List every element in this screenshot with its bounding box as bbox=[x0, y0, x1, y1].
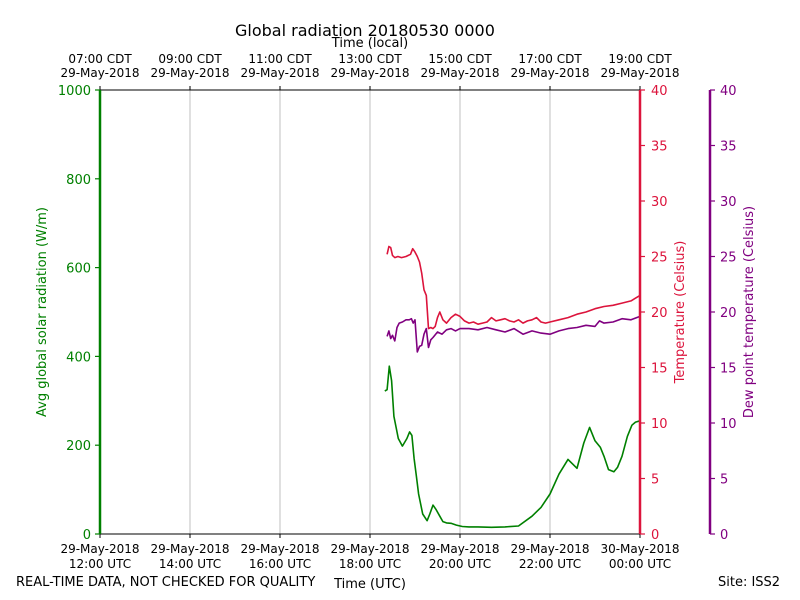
temperature-tick-label: 0 bbox=[651, 528, 659, 543]
dewpoint-tick-label: 25 bbox=[720, 251, 737, 266]
top-tick-label-local: 09:00 CDT bbox=[158, 52, 222, 66]
top-tick-label-local: 17:00 CDT bbox=[518, 52, 582, 66]
temperature-tick-label: 30 bbox=[651, 195, 668, 210]
temperature-tick-label: 25 bbox=[651, 251, 668, 266]
series-line-temperature bbox=[386, 245, 641, 330]
dewpoint-tick-label: 20 bbox=[720, 306, 737, 321]
dewpoint-tick-label: 40 bbox=[720, 84, 737, 99]
x-tick-label-utc: 14:00 UTC bbox=[159, 557, 221, 571]
x-tick-label-date: 29-May-2018 bbox=[240, 542, 319, 556]
top-tick-label-local: 15:00 CDT bbox=[428, 52, 492, 66]
radiation-tick-label: 400 bbox=[66, 350, 91, 365]
radiation-axis-label: Avg global solar radiation (W/m) bbox=[35, 207, 50, 417]
x-tick-label-utc: 00:00 UTC bbox=[609, 557, 671, 571]
grid-layer bbox=[189, 90, 551, 534]
x-tick-label-utc: 20:00 UTC bbox=[429, 557, 491, 571]
radiation-tick-label: 200 bbox=[66, 439, 91, 454]
x-axis-label: Time (UTC) bbox=[333, 577, 406, 592]
radiation-tick-label: 1000 bbox=[58, 84, 91, 99]
x-tick-label-utc: 18:00 UTC bbox=[339, 557, 401, 571]
radiation-tick-label: 600 bbox=[66, 262, 91, 277]
radiation-tick-label: 0 bbox=[83, 528, 91, 543]
x-tick-label-date: 29-May-2018 bbox=[330, 542, 409, 556]
quality-disclaimer: REAL-TIME DATA, NOT CHECKED FOR QUALITY bbox=[16, 575, 316, 590]
temperature-axis-label: Temperature (Celsius) bbox=[673, 241, 688, 385]
top-axis-label: Time (local) bbox=[331, 36, 408, 51]
temperature-tick-label: 10 bbox=[651, 417, 668, 432]
temperature-tick-label: 15 bbox=[651, 362, 668, 377]
temperature-tick-label: 35 bbox=[651, 140, 668, 155]
dewpoint-tick-label: 15 bbox=[720, 362, 737, 377]
dewpoint-axis-label: Dew point temperature (Celsius) bbox=[742, 206, 757, 418]
temperature-tick-label: 20 bbox=[651, 306, 668, 321]
top-tick-label-local: 19:00 CDT bbox=[608, 52, 672, 66]
top-tick-label-local: 11:00 CDT bbox=[248, 52, 312, 66]
temperature-tick-label: 5 bbox=[651, 473, 659, 488]
top-tick-label-date: 29-May-2018 bbox=[60, 66, 139, 80]
top-tick-label-date: 29-May-2018 bbox=[330, 66, 409, 80]
series-line-dewpoint bbox=[386, 315, 641, 353]
dewpoint-tick-label: 35 bbox=[720, 140, 737, 155]
top-tick-label-date: 29-May-2018 bbox=[150, 66, 229, 80]
x-tick-label-date: 29-May-2018 bbox=[150, 542, 229, 556]
series-layer bbox=[384, 245, 641, 529]
x-tick-label-date: 29-May-2018 bbox=[510, 542, 589, 556]
x-tick-label-date: 30-May-2018 bbox=[600, 542, 679, 556]
top-tick-label-local: 07:00 CDT bbox=[68, 52, 132, 66]
x-tick-label-date: 29-May-2018 bbox=[60, 542, 139, 556]
radiation-tick-label: 800 bbox=[66, 173, 91, 188]
chart-title: Global radiation 20180530 0000 bbox=[235, 21, 495, 40]
dewpoint-tick-label: 10 bbox=[720, 417, 737, 432]
dewpoint-tick-label: 30 bbox=[720, 195, 737, 210]
x-tick-label-utc: 16:00 UTC bbox=[249, 557, 311, 571]
top-tick-label-date: 29-May-2018 bbox=[240, 66, 319, 80]
x-tick-label-date: 29-May-2018 bbox=[420, 542, 499, 556]
top-tick-label-local: 13:00 CDT bbox=[338, 52, 402, 66]
temperature-tick-label: 40 bbox=[651, 84, 668, 99]
top-tick-label-date: 29-May-2018 bbox=[600, 66, 679, 80]
dewpoint-tick-label: 5 bbox=[720, 473, 728, 488]
dewpoint-tick-label: 0 bbox=[720, 528, 728, 543]
x-tick-label-utc: 22:00 UTC bbox=[519, 557, 581, 571]
x-tick-label-utc: 12:00 UTC bbox=[69, 557, 131, 571]
site-label: Site: ISS2 bbox=[718, 575, 781, 590]
series-line-radiation bbox=[384, 365, 641, 529]
top-tick-label-date: 29-May-2018 bbox=[420, 66, 499, 80]
top-tick-label-date: 29-May-2018 bbox=[510, 66, 589, 80]
